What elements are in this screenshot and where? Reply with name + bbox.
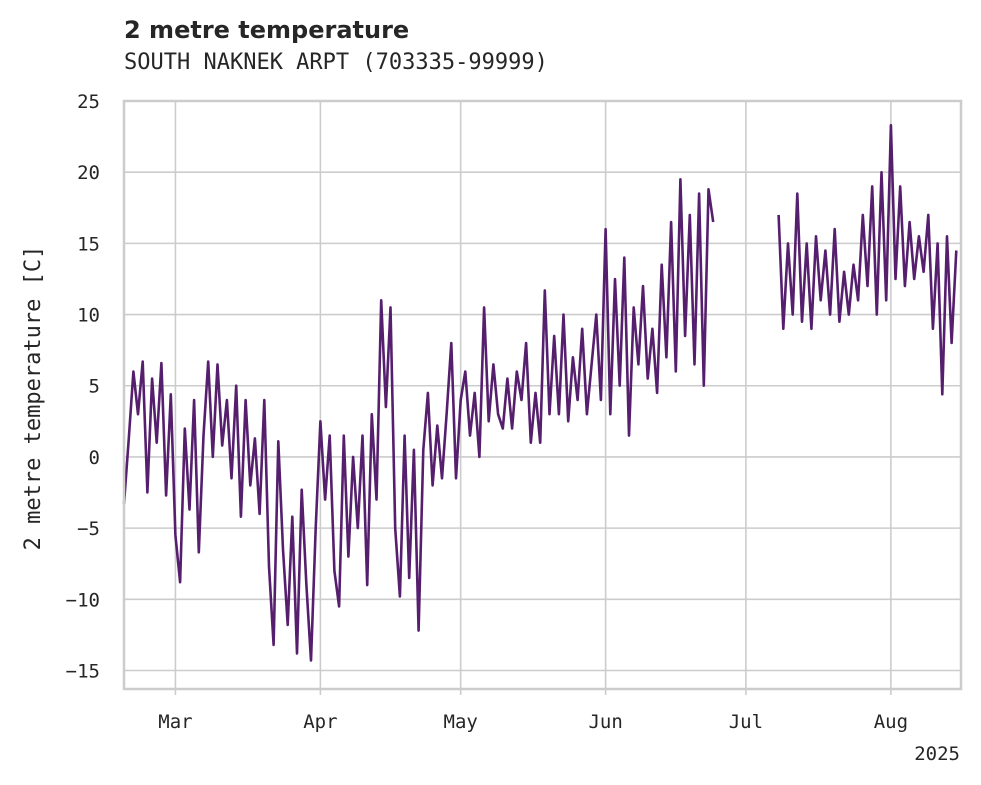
y-tick-label: 15 [77,233,100,255]
y-tick-label: 5 [89,376,100,398]
x-tick-label: May [444,711,478,733]
x-tick-label: Mar [158,711,192,733]
y-tick-label: −5 [77,518,100,540]
y-tick-label: 20 [77,162,100,184]
x-tick-label: Aug [874,711,908,733]
series-group [122,123,958,662]
chart-subtitle: SOUTH NAKNEK ARPT (703335-99999) [124,50,548,75]
y-tick-label: 25 [77,91,100,113]
x-axis-offset-label: 2025 [914,743,960,765]
y-axis-label: 2 metre temperature [C] [21,246,46,551]
x-axis: Mar Apr May Jun Jul Aug [158,689,908,733]
x-tick-label: Jun [588,711,622,733]
series-line-segment-2 [777,123,958,396]
y-tick-label: 0 [89,447,100,469]
y-tick-label: −15 [66,660,100,682]
chart-title: 2 metre temperature [124,16,410,44]
x-tick-label: Jul [729,711,763,733]
y-tick-label: −10 [66,589,100,611]
series-line-segment-1 [122,178,715,662]
y-axis: −15 −10 −5 0 5 10 15 20 25 [66,91,100,682]
y-tick-label: 10 [77,305,100,327]
plot-frame [122,99,963,691]
x-tick-label: Apr [303,711,337,733]
